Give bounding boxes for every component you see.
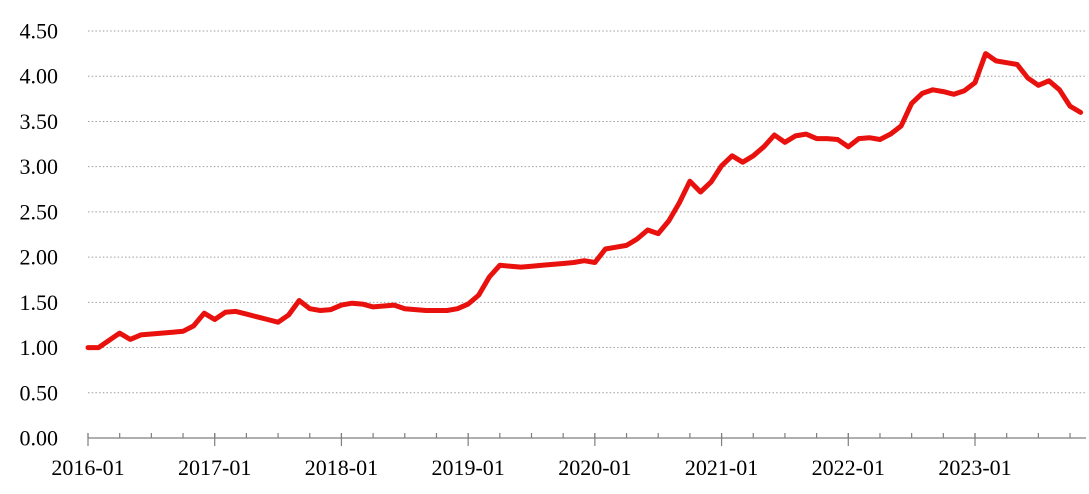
y-tick-label: 2.50	[20, 199, 59, 224]
y-axis-labels-group: 0.00 0.50 1.00 1.50 2.00 2.50 3.00 3.50 4.00 4.50	[20, 19, 59, 451]
y-tick-label: 0.00	[20, 426, 59, 451]
x-tick-label: 2023-01	[938, 455, 1011, 480]
x-tick-label: 2016-01	[51, 455, 124, 480]
gridlines-group	[88, 30, 1086, 394]
y-tick-label: 2.00	[20, 245, 59, 270]
y-tick-label: 0.50	[20, 380, 59, 405]
y-tick-label: 3.50	[20, 109, 59, 134]
y-tick-label: 1.50	[20, 290, 59, 315]
x-axis-group: 2016-01 2017-01 2018-01 2019-01 2020-01 2021-…	[51, 433, 1086, 480]
x-tick-label: 2022-01	[812, 455, 885, 480]
x-tick-label: 2020-01	[558, 455, 631, 480]
x-tick-label: 2017-01	[178, 455, 251, 480]
x-tick-label: 2018-01	[305, 455, 378, 480]
x-tick-label: 2019-01	[431, 455, 504, 480]
y-tick-label: 1.00	[20, 335, 59, 360]
y-tick-label: 4.00	[20, 64, 59, 89]
data-series-line	[85, 51, 1084, 351]
y-tick-label: 4.50	[20, 19, 59, 44]
y-tick-label: 3.00	[20, 154, 59, 179]
series-group	[85, 51, 1084, 351]
x-tick-label: 2021-01	[685, 455, 758, 480]
